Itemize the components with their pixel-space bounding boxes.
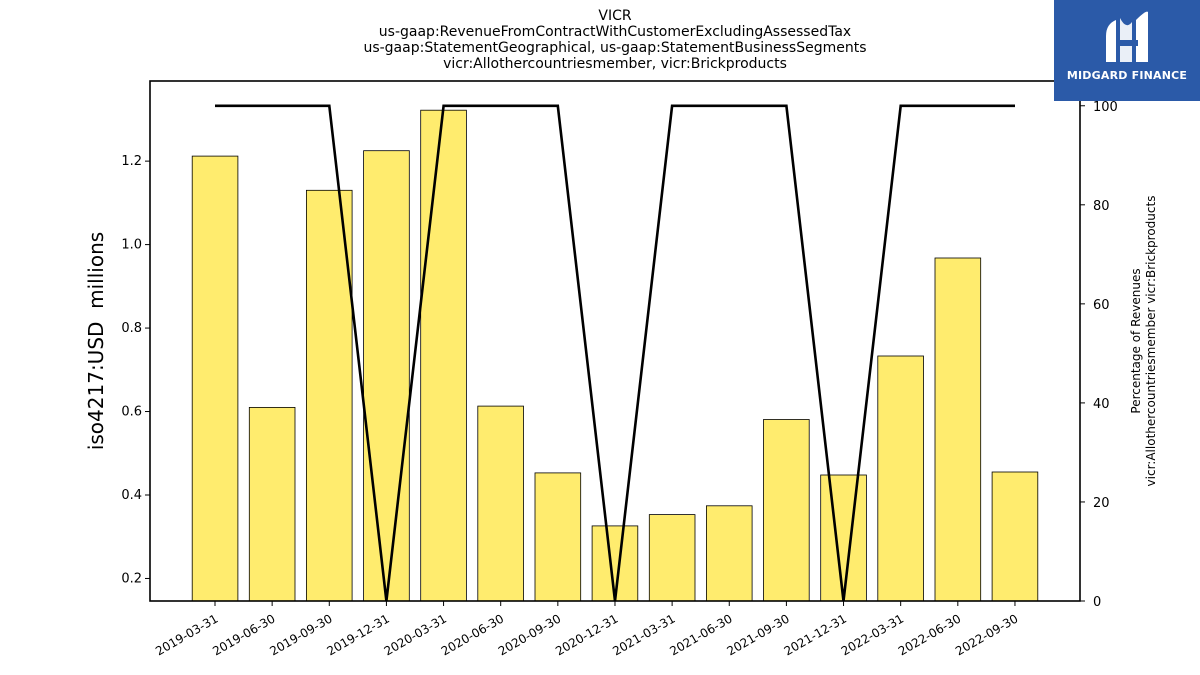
x-tick-label: 2020-12-31	[553, 611, 620, 658]
x-tick-label: 2022-09-30	[953, 611, 1020, 658]
bar-2021-06-30	[706, 505, 753, 602]
x-tick-label: 2019-03-31	[153, 611, 220, 658]
y-right-tick-label: 0	[1093, 595, 1101, 610]
title-line-ticker: VICR	[598, 8, 632, 24]
bar-2021-09-30	[763, 419, 810, 602]
x-tick-label: 2019-12-31	[325, 611, 392, 658]
y-right-tick-label: 60	[1093, 298, 1110, 313]
x-tick-label: 2020-03-31	[382, 611, 449, 658]
bar-2019-03-31	[191, 155, 239, 602]
bar-2019-09-30	[305, 189, 353, 602]
bar-2022-09-30	[991, 471, 1039, 602]
y-right-axis-label: vicr:Allothercountriesmember vicr:Brickp…	[1144, 196, 1158, 487]
bar-2020-03-31	[420, 109, 467, 602]
y-tick-label: 1.2	[121, 154, 142, 169]
x-tick-label: 2022-03-31	[839, 611, 906, 658]
x-tick-label: 2021-09-30	[724, 611, 791, 658]
bar-2020-06-30	[477, 405, 524, 602]
x-tick-label: 2019-06-30	[210, 611, 277, 658]
title-line-members: vicr:Allothercountriesmember, vicr:Brick…	[443, 56, 787, 72]
x-tick-label: 2022-06-30	[896, 611, 963, 658]
y-axis-label: iso4217:USD millions	[84, 232, 108, 450]
y-right-axis-label: Percentage of Revenues	[1129, 268, 1143, 413]
y-tick-label: 0.8	[121, 321, 142, 336]
brand-badge: MIDGARD FINANCE	[1054, 0, 1200, 101]
title-line-axes: us-gaap:StatementGeographical, us-gaap:S…	[363, 40, 867, 56]
bar-2019-06-30	[248, 406, 296, 602]
x-tick-label: 2020-09-30	[496, 611, 563, 658]
y-right-tick-label: 40	[1093, 397, 1110, 412]
bar-2020-09-30	[534, 472, 582, 602]
y-tick-label: 0.6	[121, 405, 142, 420]
bar-2021-03-31	[648, 514, 696, 602]
bar-2021-12-31	[820, 474, 867, 602]
x-tick-label: 2021-03-31	[610, 611, 677, 658]
x-tick-label: 2021-06-30	[667, 611, 734, 658]
bar-2022-06-30	[934, 257, 982, 602]
x-tick-label: 2019-09-30	[267, 611, 334, 658]
x-tick-label: 2020-06-30	[439, 611, 506, 658]
brand-name: MIDGARD FINANCE	[1066, 69, 1188, 82]
bar-2020-12-31	[591, 525, 639, 602]
x-tick-label: 2021-12-31	[782, 611, 849, 658]
bar-2022-03-31	[877, 355, 924, 602]
midgard-m-logo-icon	[1106, 11, 1148, 62]
y-right-tick-label: 20	[1093, 496, 1110, 511]
y-right-tick-label: 100	[1093, 100, 1118, 115]
title-line-concept: us-gaap:RevenueFromContractWithCustomerE…	[378, 24, 852, 40]
y-tick-label: 0.2	[121, 571, 142, 586]
y-tick-label: 1.0	[121, 238, 142, 253]
y-tick-label: 0.4	[121, 488, 142, 503]
bar-2019-12-31	[363, 150, 410, 602]
y-right-tick-label: 80	[1093, 199, 1110, 214]
